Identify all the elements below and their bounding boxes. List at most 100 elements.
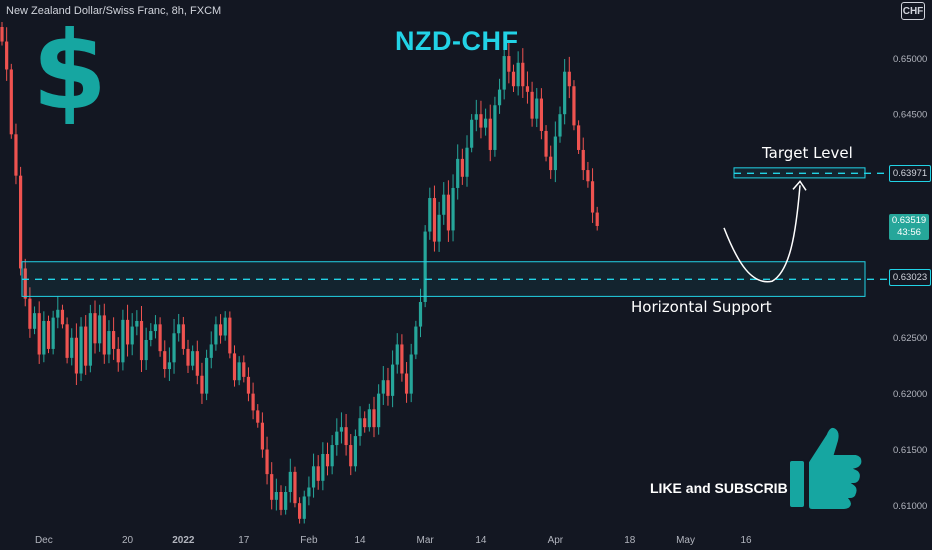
candle-body [139, 320, 144, 361]
x-tick-label: Dec [35, 535, 53, 546]
x-tick-label: May [676, 535, 695, 546]
target-level-label: Target Level [762, 144, 853, 162]
candle-body [577, 125, 581, 150]
candle-body [214, 324, 218, 345]
candle-body [251, 393, 255, 411]
candle-body [404, 373, 409, 394]
candle-body [586, 170, 590, 182]
current-price-tag: 0.63519 43:56 [889, 214, 929, 240]
candle-body [339, 427, 344, 432]
candle-body [502, 56, 506, 90]
candle-body [288, 471, 292, 492]
candle-body [442, 194, 446, 215]
candle-body [363, 418, 367, 428]
candle-body [172, 333, 176, 363]
candle-body [423, 231, 427, 302]
candle-body [93, 313, 97, 344]
target-price-tag: 0.63971 [889, 165, 931, 182]
candle-body [409, 354, 413, 394]
candle-body [446, 194, 450, 231]
candle-body [330, 445, 334, 467]
candle-body [381, 380, 385, 394]
candle-body [51, 317, 55, 349]
candle-body [0, 27, 4, 42]
candle-body [372, 409, 376, 428]
candle-body [191, 351, 195, 366]
candle-body [135, 320, 139, 327]
candle-body [228, 317, 232, 354]
symbol-info: New Zealand Dollar/Swiss Franc, 8h, FXCM [6, 5, 222, 17]
candle-body [149, 331, 153, 340]
candle-body [274, 491, 278, 500]
candle-body [358, 418, 362, 437]
candle-body [200, 375, 204, 394]
candle-body [484, 118, 488, 128]
candle-body [349, 445, 353, 467]
horizontal-support-label: Horizontal Support [631, 298, 772, 316]
support-price-tag: 0.63023 [889, 269, 931, 286]
candle-body [521, 62, 525, 87]
candle-body [321, 453, 325, 481]
candle-body [46, 320, 51, 349]
candle-body [84, 326, 88, 366]
candle-body [28, 298, 32, 329]
candle-body [395, 344, 399, 365]
candle-body [511, 71, 516, 87]
candle-body [5, 41, 9, 70]
candle-body [386, 380, 390, 396]
candle-body [572, 86, 576, 126]
currency-badge[interactable]: CHF [901, 2, 925, 20]
y-tick-label: 0.61000 [893, 501, 927, 512]
candle-body [112, 331, 116, 349]
y-tick-label: 0.64500 [893, 110, 927, 121]
bar-countdown: 43:56 [897, 227, 921, 238]
candle-body [581, 149, 585, 171]
candle-body [102, 315, 106, 355]
y-tick-label: 0.65000 [893, 54, 927, 65]
candle-body [311, 466, 316, 488]
candle-body [558, 114, 562, 137]
candle-body [307, 487, 311, 497]
candle-body [544, 130, 548, 157]
candle-body [32, 313, 37, 329]
arrow-head-icon [792, 180, 807, 191]
candle-body [256, 410, 260, 423]
candle-body [177, 324, 181, 334]
candle-body [70, 337, 74, 358]
candle-body [465, 147, 469, 177]
candle-body [205, 357, 209, 394]
candle-body [367, 409, 371, 428]
candle-body [400, 344, 404, 374]
candle-body [153, 324, 158, 332]
x-tick-label: Feb [300, 535, 318, 546]
candle-body [163, 351, 167, 370]
dollar-icon: $ [32, 9, 108, 134]
candle-body [432, 198, 437, 242]
candle-body [298, 503, 302, 519]
candle-body [391, 364, 395, 396]
x-tick-label: 20 [122, 535, 134, 546]
candle-body [479, 114, 483, 128]
candle-body [88, 313, 92, 366]
current-price: 0.63519 [891, 215, 927, 226]
candle-body [56, 309, 60, 318]
candle-body [14, 134, 18, 176]
chart-title: NZD-CHF [395, 26, 519, 56]
candle-body [130, 326, 134, 345]
thumbs-up-icon [788, 425, 864, 511]
y-tick-label: 0.62500 [893, 333, 927, 344]
candle-body [456, 158, 460, 188]
x-tick-label: 16 [740, 535, 752, 546]
candle-body [325, 453, 330, 467]
candle-body [74, 337, 78, 374]
like-subscribe-text: LIKE and SUBSCRIBE [650, 480, 798, 496]
candle-body [344, 427, 348, 446]
candle-body [195, 351, 199, 376]
y-tick-label: 0.61500 [893, 445, 927, 456]
candle-body [451, 187, 455, 231]
candle-body [535, 98, 539, 119]
candle-body [414, 326, 418, 355]
candle-body [23, 268, 27, 299]
candle-body [525, 86, 530, 92]
